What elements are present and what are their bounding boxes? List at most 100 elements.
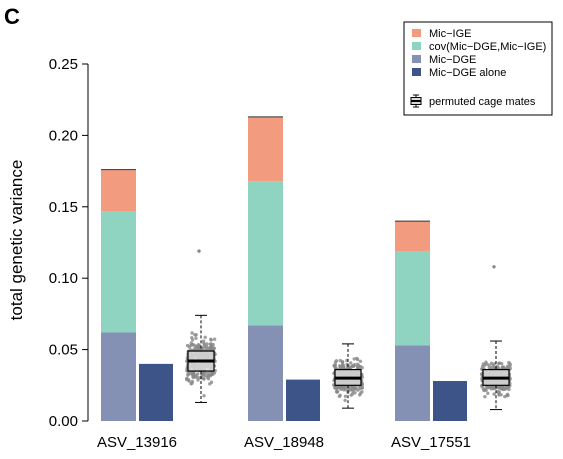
x-axis-labels: ASV_13916 ASV_18948 ASV_17551	[97, 434, 471, 451]
y-tick-label: 0.25	[49, 56, 78, 73]
jitter-point	[333, 360, 338, 364]
legend-swatch	[412, 68, 421, 76]
jitter-point	[341, 363, 345, 367]
bars-layer	[101, 116, 467, 421]
jitter-point	[187, 345, 192, 349]
jitter-point	[208, 346, 212, 350]
jitter-point	[202, 377, 206, 381]
jitter-point	[506, 393, 510, 397]
panel-label: C	[4, 4, 20, 29]
y-tick-label: 0.05	[49, 342, 78, 359]
jitter-point	[334, 389, 339, 394]
jitter-point	[360, 366, 364, 370]
legend-entry-permuted: permuted cage mates	[429, 96, 536, 108]
jitter-point	[360, 386, 364, 390]
jitter-point	[483, 395, 487, 399]
jitter-point	[506, 364, 510, 368]
jitter-point	[503, 387, 507, 391]
jitter-point	[202, 394, 206, 398]
jitter-point	[488, 385, 492, 389]
jitter-point	[349, 393, 353, 397]
jitter-point	[497, 361, 502, 365]
jitter-point	[343, 386, 347, 390]
legend: Mic−IGEcov(Mic−DGE,Mic−IGE)Mic−DGEMic−DG…	[403, 21, 553, 116]
jitter-point	[339, 387, 343, 391]
category-label: ASV_18948	[244, 434, 324, 451]
jitter-point	[201, 339, 206, 343]
jitter-point	[487, 366, 491, 370]
jitter-point	[332, 363, 337, 367]
jitter-point	[480, 385, 484, 389]
jitter-point	[500, 365, 505, 370]
jitter-point	[203, 335, 207, 339]
jitter-point	[209, 372, 213, 376]
jitter-point	[492, 362, 496, 366]
jitter-point	[492, 366, 496, 370]
bar-cov	[101, 211, 136, 333]
jitter-point	[209, 337, 213, 341]
jitter-point	[203, 370, 207, 375]
jitter-point	[481, 362, 486, 366]
jitter-point	[507, 360, 511, 365]
outlier-point	[492, 265, 496, 269]
jitter-point	[185, 377, 189, 382]
jitter-point	[351, 389, 355, 393]
jitter-point	[359, 391, 363, 395]
boxplots-layer	[187, 314, 510, 411]
y-tick-label: 0.10	[49, 270, 78, 287]
jitter-point	[193, 344, 197, 348]
y-tick-label: 0.00	[49, 413, 78, 430]
jitter-point	[186, 373, 190, 377]
jitter-point	[208, 342, 212, 346]
bar-mic-dge	[395, 345, 430, 421]
legend-swatch	[412, 42, 421, 50]
legend-entry: Mic−DGE	[429, 54, 476, 66]
jitter-point	[212, 337, 217, 341]
bar-mic-ige	[248, 116, 283, 182]
bar-cov	[248, 181, 283, 326]
jitter-point	[355, 357, 360, 362]
legend-entry: Mic−IGE	[429, 28, 471, 40]
jitter-point	[208, 382, 212, 386]
y-axis: 0.00 0.05 0.10 0.15 0.20 0.25	[49, 56, 89, 430]
bar-mic-ige	[101, 169, 136, 212]
jitter-point	[339, 366, 343, 370]
bar-mic-dge	[101, 332, 136, 421]
y-tick-label: 0.15	[49, 199, 78, 216]
legend-swatch	[412, 29, 421, 37]
legend-entry: cov(Mic−DGE,Mic−IGE)	[429, 41, 546, 53]
jitter-point	[507, 387, 511, 392]
category-label: ASV_13916	[97, 434, 177, 451]
category-label: ASV_17551	[391, 434, 471, 451]
y-axis-label: total genetic variance	[7, 160, 26, 321]
jitter-point	[197, 343, 201, 348]
jitter-point	[358, 359, 363, 363]
bar-mic-dge-alone	[286, 379, 320, 421]
jitter-point	[484, 360, 488, 364]
bar-mic-dge	[248, 325, 283, 421]
jitter-point	[486, 391, 490, 395]
outlier-point	[197, 249, 201, 253]
jitter-point	[190, 331, 194, 335]
jitter-point	[190, 336, 194, 340]
bar-cov	[395, 251, 430, 346]
jitter-point	[497, 386, 501, 390]
legend-entry: Mic−DGE alone	[429, 67, 506, 79]
jitter-point	[355, 365, 360, 369]
jitter-point	[503, 394, 507, 399]
jitter-point	[194, 333, 198, 337]
bar-mic-dge-alone	[139, 363, 173, 421]
jitter-point	[193, 374, 198, 378]
jitter-point	[352, 357, 356, 361]
jitter-point	[349, 361, 353, 365]
jitter-point	[205, 375, 210, 379]
bar-mic-ige	[395, 221, 430, 252]
jitter-point	[191, 371, 195, 375]
jitter-point	[492, 392, 496, 396]
legend-frame	[403, 21, 553, 116]
jitter-point	[194, 336, 198, 340]
jitter-point	[497, 390, 501, 394]
jitter-point	[196, 372, 200, 376]
jitter-point	[492, 386, 496, 391]
